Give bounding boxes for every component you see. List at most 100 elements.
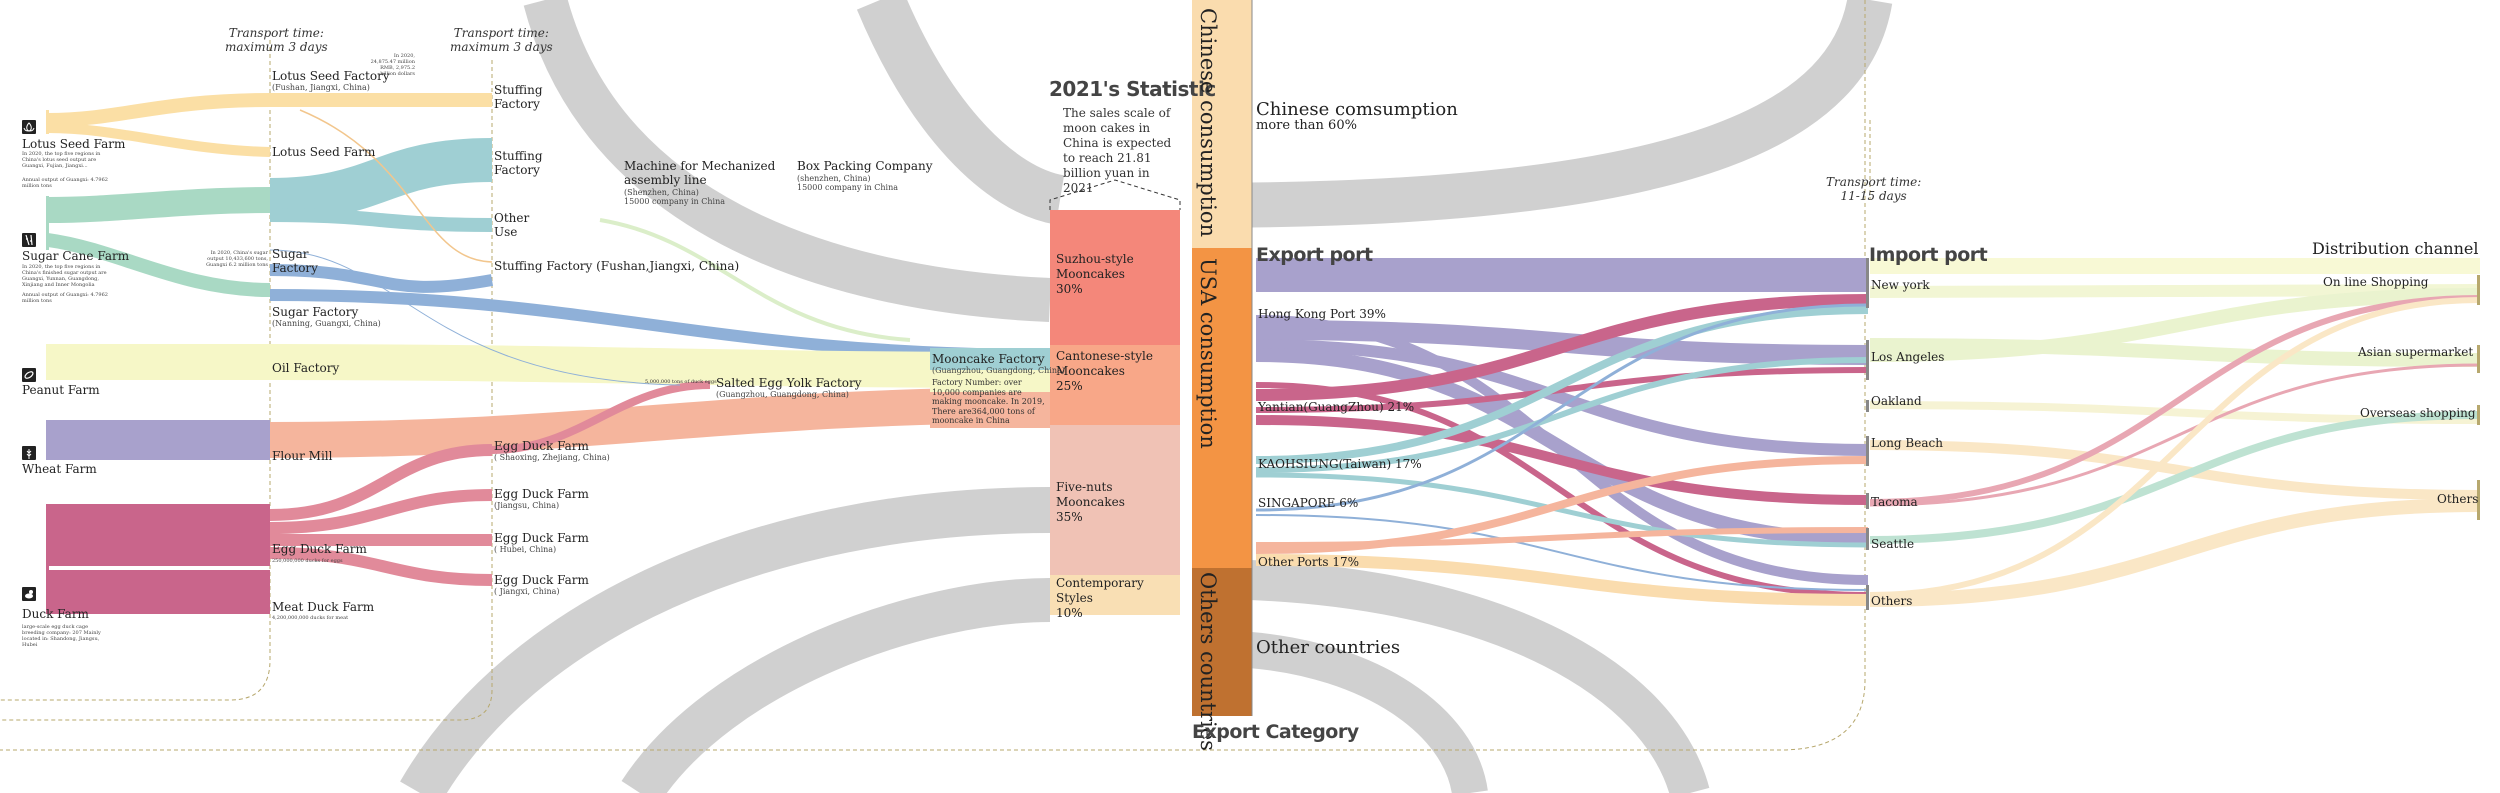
- grey-arc-topright: [1249, 0, 1893, 228]
- lotus-farm-note: In 2020, the top five regions in China's…: [22, 151, 101, 169]
- flow-kaoh-seattle: [1255, 472, 1869, 548]
- flow-other-ports-seattle: [1255, 527, 1869, 548]
- egg-duck-farm-label: Egg Duck Farm: [272, 542, 367, 556]
- import-node-oak: [1866, 400, 1869, 412]
- node-sugar-farm: [46, 196, 49, 250]
- import-node-others: [1866, 585, 1869, 610]
- flow-egg-salted: [491, 381, 711, 454]
- dashed-line-3: [0, 0, 1866, 751]
- dist-node-online: [2477, 275, 2480, 305]
- bar-suzhou: [1050, 210, 1180, 345]
- lotus-farm-label: Lotus Seed Farm: [22, 137, 126, 151]
- others-countries-vertical: Others countries: [1196, 572, 1220, 751]
- oil-factory-label: Oil Factory: [272, 361, 340, 375]
- statistic-bracket: [1049, 179, 1181, 210]
- flow-egg-1: [269, 444, 493, 521]
- cat-cantonese: Cantonese-style Mooncakes 25%: [1056, 349, 1153, 393]
- dist-node-overseas: [2477, 405, 2480, 425]
- meat-duck-farm-note: 4,200,000,000 ducks for meat: [272, 615, 349, 621]
- dist-lb-others: [1869, 440, 2481, 500]
- flow-sugar-other-use: [269, 208, 493, 232]
- flow-stuffing-green: [599, 218, 911, 342]
- egg-duck-1-loc: ( Shaoxing, Zhejiang, China): [494, 453, 610, 462]
- cat-suzhou: Suzhou-style Mooncakes 30%: [1056, 252, 1134, 296]
- node-lotus-farm: [46, 110, 49, 134]
- grey-arc-right: [1249, 560, 1710, 793]
- channel-online: On line Shopping: [2323, 275, 2429, 289]
- lotus-farm-note2: Annual output of Guangxi: 4.7962 million…: [22, 177, 108, 189]
- export-port-hk: Hong Kong Port 39%: [1258, 307, 1386, 321]
- channel-overseas: Overseas shopping: [2360, 406, 2476, 420]
- dist-la-asian: [1869, 338, 2481, 367]
- peanut-icon: [22, 368, 36, 382]
- other-countries-label: Other countries: [1256, 637, 1401, 658]
- mooncake-factory-band2: [930, 392, 1055, 428]
- bar-usa-consumption: [1192, 248, 1252, 568]
- farm-nodes: [46, 110, 49, 614]
- egg-duck-2-loc: (Jiangsu, China): [494, 501, 560, 510]
- distribution-title: Distribution channel: [2312, 239, 2479, 258]
- lotus-factory-note: In 2020, 24,875.47 million RMB, 2,975.2 …: [370, 53, 415, 77]
- egg-duck-3-loc: ( Hubei, China): [494, 545, 557, 554]
- distribution-flows: [1869, 258, 2481, 607]
- salted-egg-label: Salted Egg Yolk Factory: [716, 376, 862, 390]
- flow-kaoh-ny: [1255, 306, 1869, 464]
- grey-arc-bottom: [400, 487, 1051, 793]
- export-flows: [1255, 258, 1869, 606]
- mooncake-factory-label: Mooncake Factory: [932, 352, 1045, 366]
- export-port-others: Other Ports 17%: [1258, 555, 1360, 569]
- flour-mill-label: Flour Mill: [272, 449, 333, 463]
- bar-fivenuts: [1050, 425, 1180, 575]
- transport-time-1: Transport time: maximum 3 days: [225, 26, 328, 54]
- sugar-factory2-label: Sugar Factory: [272, 305, 359, 319]
- flow-sugar-blue: [269, 264, 494, 293]
- import-node-seattle: [1866, 528, 1869, 550]
- bar-contemporary: [1050, 575, 1180, 615]
- dist-node-asian: [2477, 345, 2480, 373]
- wheat-icon: [22, 446, 36, 460]
- sugarcane-icon: [22, 233, 36, 247]
- flow-links: [47, 93, 1056, 614]
- import-port-lb: Long Beach: [1871, 436, 1943, 450]
- lotus-farm2-label: Lotus Seed Farm: [272, 145, 376, 159]
- mooncake-factory-band: [930, 370, 1055, 392]
- flow-flour: [269, 387, 1056, 458]
- machine-label: Machine for Mechanized assembly line: [624, 159, 776, 187]
- dist-node-others: [2477, 480, 2480, 520]
- sugar-factory-label: Sugar Factory: [272, 247, 318, 275]
- duck-farm-note: large-scale egg duck cage breeding compa…: [22, 624, 101, 648]
- export-port-kaohsiung: KAOHSIUNG(Taiwan) 17%: [1258, 457, 1422, 471]
- flow-egg-2: [269, 489, 493, 534]
- flow-singapore-ny: [1255, 303, 1869, 512]
- export-port-yantian: Yantian(GuangZhou) 21%: [1258, 400, 1415, 414]
- statistic-desc: The sales scale of moon cakes in China i…: [1063, 106, 1172, 195]
- grey-arc-right2: [1248, 632, 1488, 793]
- grey-arc-bottom2: [621, 578, 1051, 793]
- import-port-la: Los Angeles: [1871, 350, 1945, 364]
- stuffing-factory-1: Stuffing Factory: [494, 83, 543, 111]
- flow-peanut: [48, 344, 1056, 388]
- dist-others-others: [1869, 498, 2481, 607]
- export-port-singapore: SINGAPORE 6%: [1258, 496, 1359, 510]
- meat-duck-farm-label: Meat Duck Farm: [272, 600, 375, 614]
- flow-sugar-a: [47, 187, 271, 223]
- export-port-title: Export port: [1256, 244, 1373, 266]
- import-port-oakland: Oakland: [1871, 394, 1922, 408]
- flow-sugar-b: [47, 233, 271, 297]
- dist-top-band: [1870, 258, 2480, 274]
- duck-farm-label: Duck Farm: [22, 607, 89, 621]
- dist-ny-online: [1869, 284, 2481, 298]
- egg-duck-3-label: Egg Duck Farm: [494, 531, 589, 545]
- sugar-factory-note: In 2020, China's sugar output 10,433,600…: [206, 250, 268, 268]
- flow-egg-4: [269, 547, 493, 586]
- peanut-farm-label: Peanut Farm: [22, 383, 100, 397]
- egg-duck-farm-note: 250,000,000 ducks for eggs: [272, 558, 343, 564]
- machine-loc: (Shenzhen, China): [624, 188, 699, 197]
- stuffing-factory-3: Stuffing Factory (Fushan,Jiangxi, China): [494, 259, 740, 273]
- import-port-title: Import port: [1869, 244, 1988, 266]
- dist-others-online: [1869, 297, 2481, 598]
- node-wheat-farm: [46, 420, 49, 460]
- salted-egg-note: 5,000,000 tons of duck eggs: [645, 379, 717, 385]
- chinese-consumption-sub: more than 60%: [1256, 118, 1357, 133]
